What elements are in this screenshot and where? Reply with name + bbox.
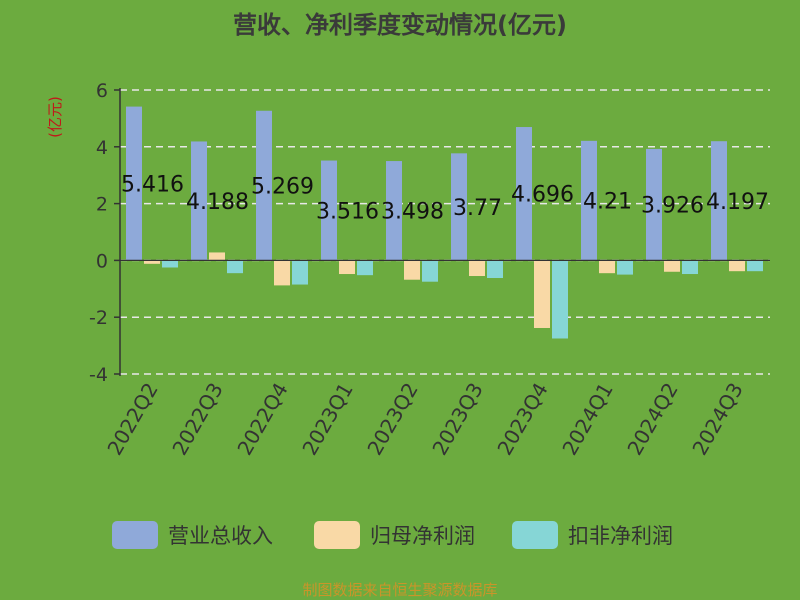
bar-revenue-2023Q2 <box>386 161 402 261</box>
data-label: 4.188 <box>186 190 249 215</box>
bar-net-profit-2023Q3 <box>469 260 485 277</box>
bar-deducted-profit-2023Q4 <box>552 260 568 339</box>
y-tick-label: 4 <box>96 137 108 159</box>
bar-net-profit-2023Q2 <box>404 260 420 280</box>
x-tick-label: 2022Q4 <box>232 379 292 460</box>
bar-revenue-2023Q3 <box>451 153 467 261</box>
bars <box>120 106 770 339</box>
bar-revenue-2022Q3 <box>191 141 207 261</box>
legend: 营业总收入 归母净利润 扣非净利润 <box>112 521 673 549</box>
y-axis-ticks: 6 4 2 0 -2 -4 <box>89 80 120 386</box>
y-tick-label: 6 <box>96 80 108 102</box>
legend-swatch-deducted-profit <box>512 521 558 549</box>
bar-deducted-profit-2024Q3 <box>747 260 763 272</box>
x-tick-label: 2022Q3 <box>167 379 227 460</box>
x-tick-label: 2024Q3 <box>687 379 747 460</box>
legend-label-net-profit: 归母净利润 <box>370 524 475 548</box>
y-unit-label: (亿元) <box>46 96 64 138</box>
bar-net-profit-2022Q4 <box>274 260 290 286</box>
bar-revenue-2023Q1 <box>321 160 337 261</box>
legend-label-revenue: 营业总收入 <box>168 524 273 548</box>
data-label: 3.77 <box>453 196 502 221</box>
bar-revenue-2024Q2 <box>646 148 662 261</box>
x-tick-label: 2023Q2 <box>362 379 422 460</box>
data-label: 4.21 <box>583 190 632 215</box>
data-label: 3.498 <box>381 200 444 225</box>
bar-deducted-profit-2022Q3 <box>227 260 243 274</box>
x-tick-label: 2024Q1 <box>557 379 617 460</box>
x-axis-ticks: 2022Q2 2022Q3 2022Q4 2023Q1 2023Q2 2023Q3 2023… <box>102 379 747 460</box>
x-tick-label: 2022Q2 <box>102 379 162 460</box>
bar-net-profit-2022Q3 <box>209 252 225 261</box>
x-tick-label: 2023Q3 <box>427 379 487 460</box>
bar-deducted-profit-2022Q4 <box>292 260 308 285</box>
bar-net-profit-2023Q4 <box>534 260 550 328</box>
data-label: 4.197 <box>706 190 769 215</box>
bar-revenue-2022Q4 <box>256 110 272 261</box>
bar-revenue-2022Q2 <box>126 106 142 261</box>
x-tick-label: 2023Q1 <box>297 379 357 460</box>
legend-label-deducted-profit: 扣非净利润 <box>568 524 673 548</box>
y-tick-label: -2 <box>89 307 108 329</box>
data-label: 3.926 <box>641 194 704 219</box>
bar-net-profit-2024Q1 <box>599 260 615 274</box>
data-label: 5.269 <box>251 175 314 200</box>
bar-deducted-profit-2024Q1 <box>617 260 633 275</box>
bar-net-profit-2024Q2 <box>664 260 680 272</box>
grid <box>120 89 770 375</box>
y-tick-label: -4 <box>89 364 108 386</box>
bar-net-profit-2024Q3 <box>729 260 745 272</box>
bar-revenue-2024Q3 <box>711 141 727 261</box>
chart-title: 营收、净利季度变动情况(亿元) <box>233 11 567 39</box>
bar-net-profit-2022Q2 <box>144 260 160 264</box>
x-tick-label: 2023Q4 <box>492 379 552 460</box>
x-tick-label: 2024Q2 <box>622 379 682 460</box>
legend-swatch-revenue <box>112 521 158 549</box>
bar-net-profit-2023Q1 <box>339 260 355 275</box>
data-label: 3.516 <box>316 199 379 224</box>
bar-revenue-2024Q1 <box>581 140 597 261</box>
y-tick-label: 0 <box>96 250 108 272</box>
bar-deducted-profit-2022Q2 <box>162 260 178 268</box>
bar-deducted-profit-2023Q2 <box>422 260 438 282</box>
bar-deducted-profit-2023Q1 <box>357 260 373 276</box>
bar-deducted-profit-2023Q3 <box>487 260 503 279</box>
source-note: 制图数据来自恒生聚源数据库 <box>302 581 497 599</box>
bar-deducted-profit-2024Q2 <box>682 260 698 275</box>
data-label: 4.696 <box>511 183 574 208</box>
bar-revenue-2023Q4 <box>516 127 532 261</box>
legend-swatch-net-profit <box>314 521 360 549</box>
data-label: 5.416 <box>121 172 184 197</box>
y-tick-label: 2 <box>96 194 108 216</box>
